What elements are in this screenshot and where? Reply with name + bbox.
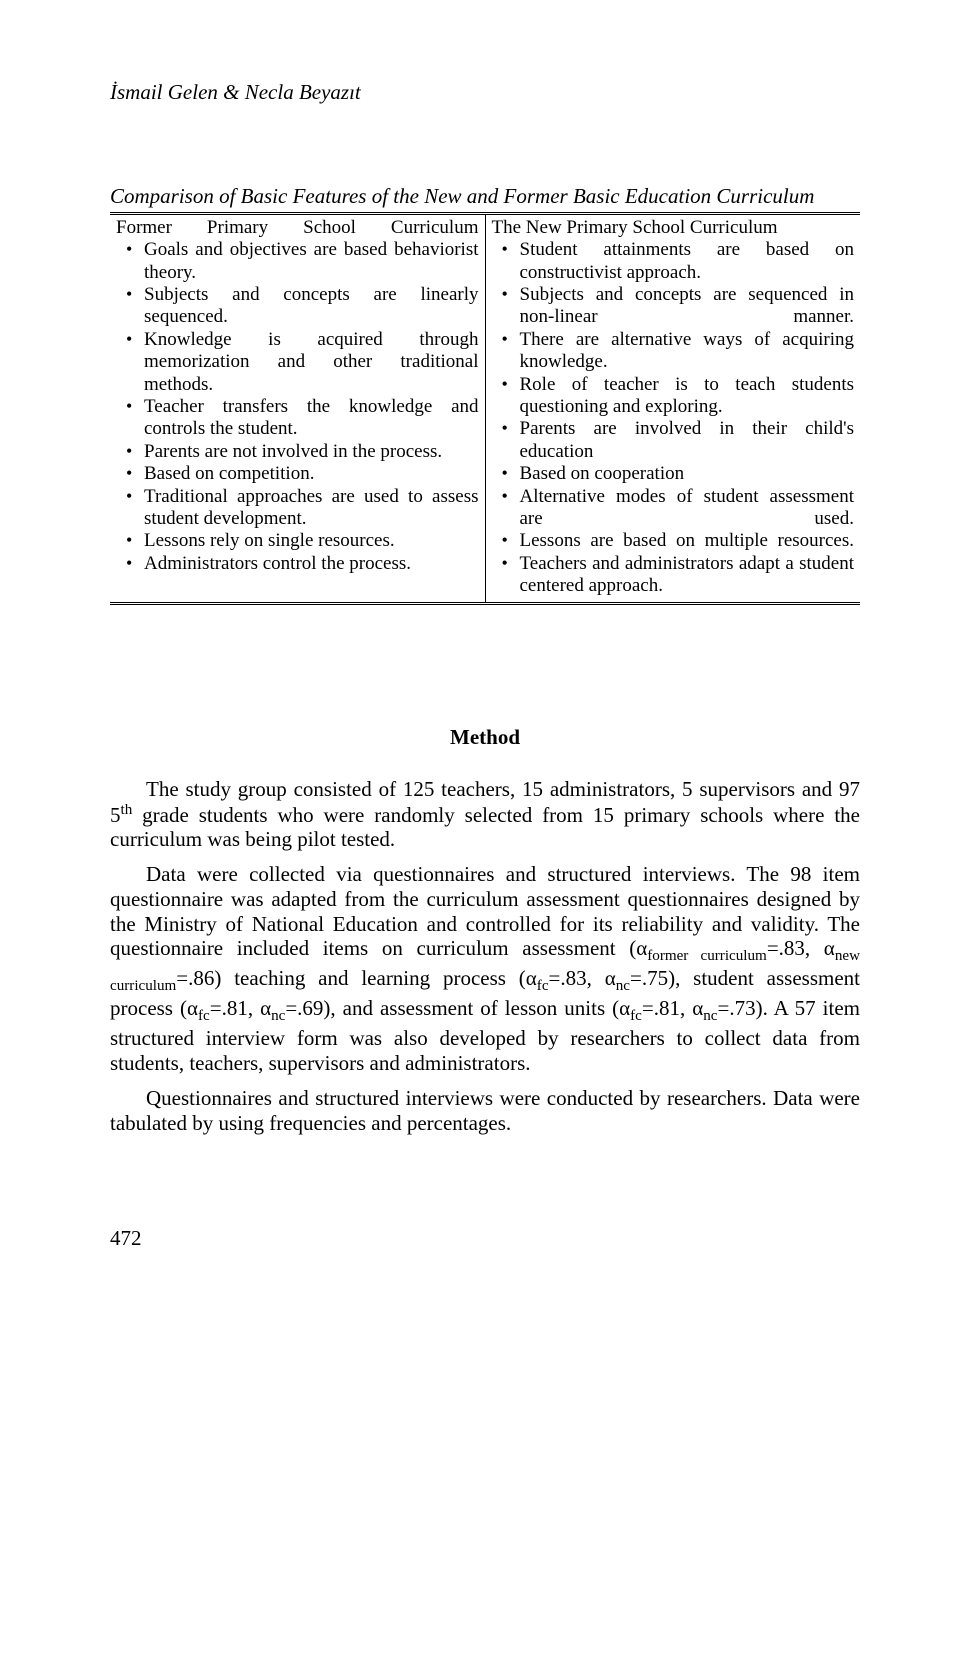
page-number: 472 — [110, 1226, 142, 1250]
list-item: Subjects and concepts are sequenced in n… — [492, 284, 855, 329]
subscript: nc — [616, 979, 630, 995]
text: =.81, α — [642, 996, 703, 1020]
superscript: th — [121, 802, 133, 818]
text: =.86) teaching and learning process (α — [176, 966, 537, 990]
text: =.83, α — [767, 936, 835, 960]
list-item: Student attainments are based on constru… — [492, 239, 855, 284]
comparison-table: Former Primary School Curriculum Goals a… — [110, 212, 860, 604]
method-paragraph-2: Data were collected via questionnaires a… — [110, 862, 860, 1076]
text: =.81, α — [210, 996, 271, 1020]
list-item: Teacher transfers the knowledge and cont… — [116, 396, 479, 441]
subscript: fc — [198, 1009, 210, 1025]
subscript: fc — [537, 979, 549, 995]
new-list: Student attainments are based on constru… — [492, 239, 855, 598]
list-item: Goals and objectives are based behaviori… — [116, 239, 479, 284]
subscript: fc — [630, 1009, 642, 1025]
new-heading: The New Primary School Curriculum — [492, 217, 855, 239]
method-heading: Method — [110, 725, 860, 749]
subscript: nc — [703, 1009, 717, 1025]
method-paragraph-3: Questionnaires and structured interviews… — [110, 1086, 860, 1136]
method-paragraph-1: The study group consisted of 125 teacher… — [110, 777, 860, 852]
list-item: There are alternative ways of acquiring … — [492, 329, 855, 374]
subscript: nc — [271, 1009, 285, 1025]
table-title: Comparison of Basic Features of the New … — [110, 184, 860, 208]
former-heading: Former Primary School Curriculum — [116, 217, 479, 239]
running-header: İsmail Gelen & Necla Beyazıt — [110, 80, 860, 104]
text: Data were collected via questionnaires a… — [110, 862, 860, 960]
list-item: Administrators control the process. — [116, 553, 479, 575]
list-item: Lessons rely on single resources. — [116, 530, 479, 552]
list-item: Parents are involved in their child's ed… — [492, 418, 855, 463]
list-item: Role of teacher is to teach students que… — [492, 374, 855, 419]
list-item: Traditional approaches are used to asses… — [116, 486, 479, 531]
list-item: Parents are not involved in the process. — [116, 441, 479, 463]
list-item: Lessons are based on multiple resources. — [492, 530, 855, 552]
list-item: Based on competition. — [116, 463, 479, 485]
list-item: Knowledge is acquired through memorizati… — [116, 329, 479, 396]
text: grade students who were randomly selecte… — [110, 803, 860, 852]
former-list: Goals and objectives are based behaviori… — [116, 239, 479, 575]
list-item: Teachers and administrators adapt a stud… — [492, 553, 855, 598]
text: =.83, α — [549, 966, 616, 990]
list-item: Based on cooperation — [492, 463, 855, 485]
subscript: former curriculum — [647, 949, 767, 965]
text: =.69), and assessment of lesson units (α — [285, 996, 630, 1020]
list-item: Subjects and concepts are linearly seque… — [116, 284, 479, 329]
list-item: Alternative modes of student assessment … — [492, 486, 855, 531]
